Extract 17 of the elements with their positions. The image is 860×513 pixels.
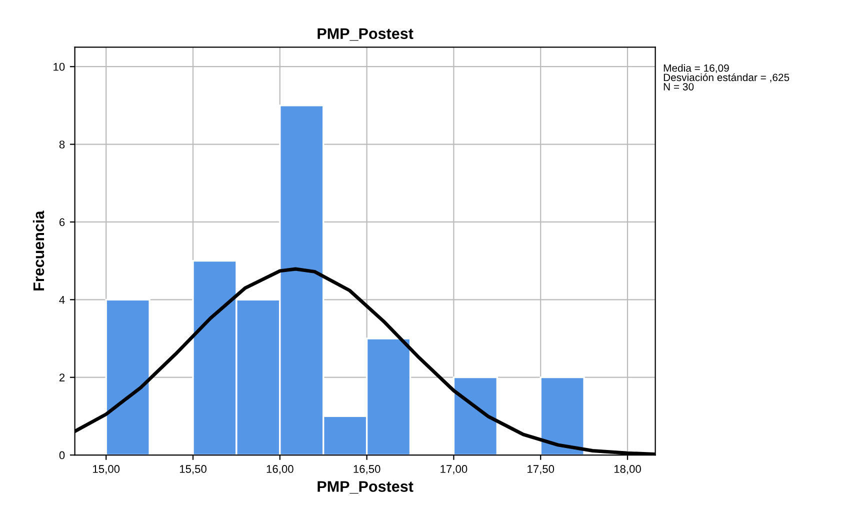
- chart-title: PMP_Postest: [318, 28, 414, 41]
- x-axis-title: PMP_Postest: [318, 481, 414, 494]
- y-tick-label: 8: [59, 140, 65, 148]
- y-tick-label: 0: [59, 451, 65, 460]
- y-axis-title: Frecuencia: [32, 210, 44, 290]
- y-tick-label: 6: [59, 218, 65, 226]
- x-tick-label: 16,00: [266, 465, 294, 474]
- x-tick-label: 15,00: [93, 465, 120, 474]
- x-tick-label: 16,50: [354, 465, 380, 474]
- x-tick-label: 17,50: [528, 465, 554, 474]
- y-tick-label: 2: [59, 374, 65, 382]
- y-tick-label: 10: [54, 62, 65, 71]
- x-tick-label: 18,00: [614, 465, 641, 474]
- x-tick-label: 17,00: [440, 465, 468, 474]
- x-tick-label: 15,50: [180, 465, 206, 474]
- text: Media = 16,09 Desviación estándar = ,625 N = 30: [664, 64, 790, 90]
- y-tick-label: 4: [59, 296, 65, 304]
